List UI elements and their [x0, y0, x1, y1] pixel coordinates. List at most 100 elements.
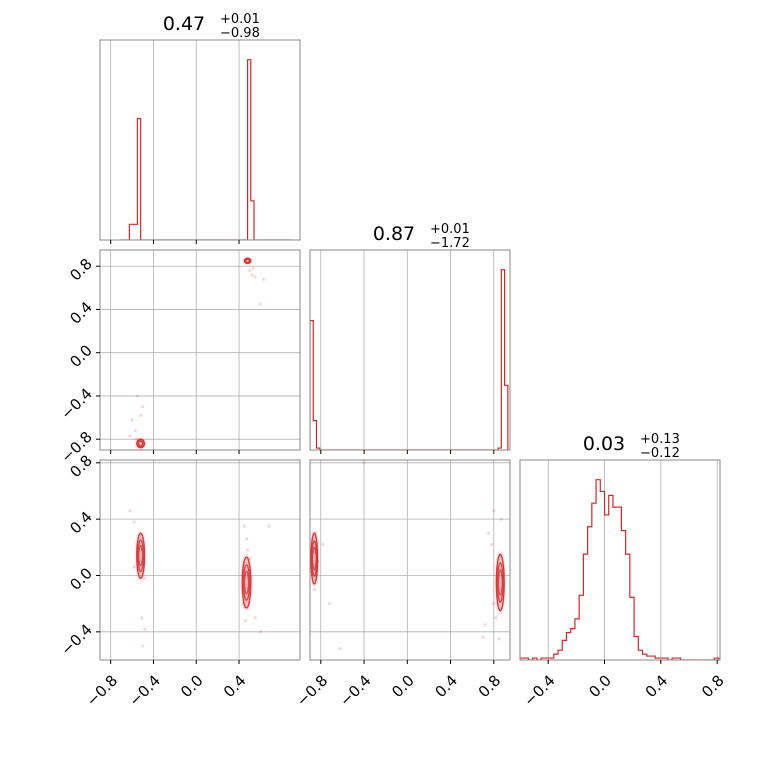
sample-point — [253, 275, 257, 279]
sample-point — [248, 268, 252, 273]
density-contour — [138, 544, 144, 567]
sample-point — [134, 437, 138, 441]
sample-point — [497, 637, 501, 641]
x-tick-label: 0.8 — [475, 671, 505, 701]
density-contour-inner — [139, 550, 143, 562]
grid-lines — [310, 460, 510, 660]
panel-title-2: 0.03 — [583, 433, 625, 455]
sample-point — [244, 537, 249, 541]
x-tick-label: 0.4 — [642, 671, 672, 701]
x-tick-label: 0.0 — [388, 671, 418, 701]
density-contour-inner — [313, 552, 316, 565]
density-contour — [137, 539, 145, 573]
sample-point — [267, 524, 271, 528]
sample-point — [486, 531, 490, 535]
panel-title-lower-2: −0.12 — [640, 446, 680, 461]
sample-point — [251, 266, 255, 270]
panel-frame — [519, 459, 721, 661]
sample-point — [139, 413, 143, 418]
panel-frame — [99, 249, 301, 451]
sample-point — [245, 548, 250, 552]
sample-point — [362, 461, 366, 465]
histogram-param-0 — [121, 59, 293, 240]
sample-point — [133, 428, 137, 433]
panel-frame — [99, 459, 301, 661]
sample-point — [128, 434, 132, 438]
density-contour-inner — [245, 576, 248, 589]
y-tick-label: 0.0 — [66, 341, 96, 371]
density-contour-inner — [139, 442, 143, 445]
density-contour — [243, 257, 252, 265]
density-contour — [312, 546, 317, 571]
sample-point — [132, 520, 136, 524]
panel-frame — [309, 249, 511, 451]
grid-lines — [547, 460, 718, 660]
sample-point — [257, 661, 260, 664]
density-contour — [136, 438, 146, 449]
histogram-param-2 — [520, 479, 720, 660]
density-contour — [136, 532, 146, 580]
sample-point — [262, 277, 266, 281]
sample-point — [490, 542, 494, 547]
histogram-param-1 — [310, 269, 509, 450]
sample-point — [135, 394, 140, 398]
sample-point — [499, 517, 503, 521]
density-contour — [137, 439, 145, 448]
x-tick-label: −0.4 — [125, 671, 163, 709]
sample-point — [143, 576, 147, 580]
panel-title-lower-0: −0.98 — [220, 26, 260, 41]
panel-title-upper-1: +0.01 — [430, 222, 470, 237]
panel-title-upper-0: +0.01 — [220, 12, 260, 27]
density-contour — [245, 258, 250, 263]
density-contour — [311, 540, 318, 578]
panel-title-0: 0.47 — [163, 13, 205, 35]
sample-point — [143, 627, 147, 631]
x-tick-label: −0.8 — [293, 671, 331, 709]
density-contour — [310, 532, 319, 585]
sample-point — [140, 616, 144, 620]
panel-title-lower-1: −1.72 — [430, 236, 470, 251]
sample-point — [312, 587, 316, 592]
sample-point — [242, 524, 246, 528]
panel-title-1: 0.87 — [373, 223, 415, 245]
sample-point — [250, 273, 254, 277]
sample-point — [128, 509, 132, 513]
y-tick-label: −0.4 — [57, 385, 95, 423]
y-tick-label: 0.4 — [66, 508, 96, 538]
sample-point — [243, 618, 248, 623]
density-contour-inner — [246, 259, 249, 262]
sample-point — [130, 418, 134, 422]
scatter-layer — [128, 257, 266, 449]
grid-lines — [320, 250, 495, 450]
sample-point — [258, 302, 263, 306]
x-tick-label: 0.0 — [585, 671, 615, 701]
sample-point — [492, 602, 496, 606]
density-contour — [495, 553, 505, 612]
sample-point — [141, 405, 145, 409]
sample-point — [253, 616, 257, 620]
x-tick-label: −0.4 — [520, 671, 558, 709]
density-contour — [242, 564, 251, 601]
grid-lines — [100, 460, 300, 660]
grid-lines — [110, 40, 240, 240]
y-tick-label: −0.4 — [57, 621, 95, 659]
x-tick-label: −0.8 — [83, 671, 121, 709]
y-tick-label: 0.8 — [66, 255, 96, 285]
sample-point — [492, 509, 496, 513]
x-tick-label: 0.8 — [698, 671, 728, 701]
sample-point — [141, 644, 145, 648]
panel-frame — [309, 459, 511, 661]
sample-point — [338, 647, 342, 651]
density-contour-inner — [498, 575, 502, 590]
sample-point — [321, 542, 325, 547]
y-tick-label: 0.0 — [66, 564, 96, 594]
sample-point — [494, 616, 498, 620]
sample-point — [483, 623, 487, 627]
sample-point — [327, 602, 332, 606]
sample-point — [132, 565, 136, 569]
density-contour — [243, 570, 250, 595]
density-contour — [138, 440, 144, 447]
sample-point — [258, 630, 263, 634]
x-tick-label: 0.4 — [220, 671, 250, 701]
